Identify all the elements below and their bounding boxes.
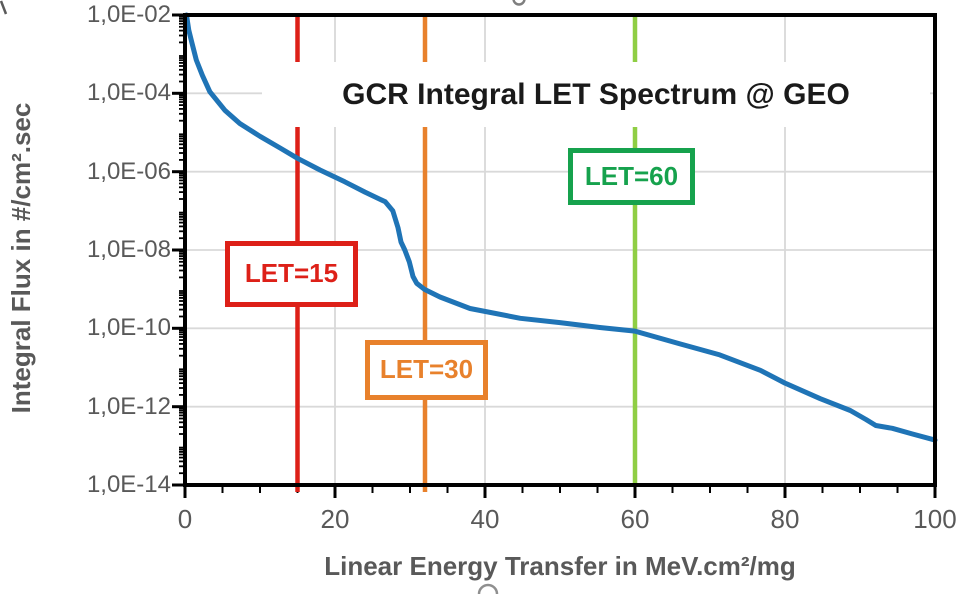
x-tick-label: 80 <box>770 504 800 534</box>
x-tick-label: 40 <box>470 504 500 534</box>
y-tick-label: 1,0E-14 <box>86 471 171 498</box>
y-axis-title: Integral Flux in #/cm².sec <box>6 102 36 414</box>
x-axis-title: Linear Energy Transfer in MeV.cm²/mg <box>324 551 796 581</box>
y-tick-label: 1,0E-12 <box>86 392 171 420</box>
y-tick-label: 1,0E-06 <box>86 157 171 185</box>
x-tick-label: 0 <box>177 504 193 534</box>
chart-title: GCR Integral LET Spectrum @ GEO <box>262 62 930 127</box>
cropped-glyph-artifact-top-left <box>0 0 8 15</box>
cropped-glyph-artifact-bottom-center <box>477 583 499 594</box>
x-tick-label: 60 <box>620 504 650 534</box>
y-tick-label: 1,0E-02 <box>86 1 171 28</box>
let60-annotation-box: LET=60 <box>568 148 695 205</box>
gcr-spectrum-curve <box>184 12 938 443</box>
let30-annotation-box: LET=30 <box>365 340 488 400</box>
x-tick-label: 20 <box>320 504 350 534</box>
let30-annotation-label: LET=30 <box>379 354 474 384</box>
plot-frame <box>183 13 937 487</box>
let15-annotation-box: LET=15 <box>225 241 358 307</box>
cropped-glyph-artifact-top-center <box>512 0 526 6</box>
y-tick-label: 1,0E-08 <box>86 236 171 263</box>
x-tick-label: 100 <box>913 504 957 534</box>
let15-annotation-label: LET=15 <box>244 258 339 288</box>
y-tick-label: 1,0E-10 <box>86 314 171 342</box>
y-tick-label: 1,0E-04 <box>86 79 171 107</box>
let60-annotation-label: LET=60 <box>584 161 679 191</box>
